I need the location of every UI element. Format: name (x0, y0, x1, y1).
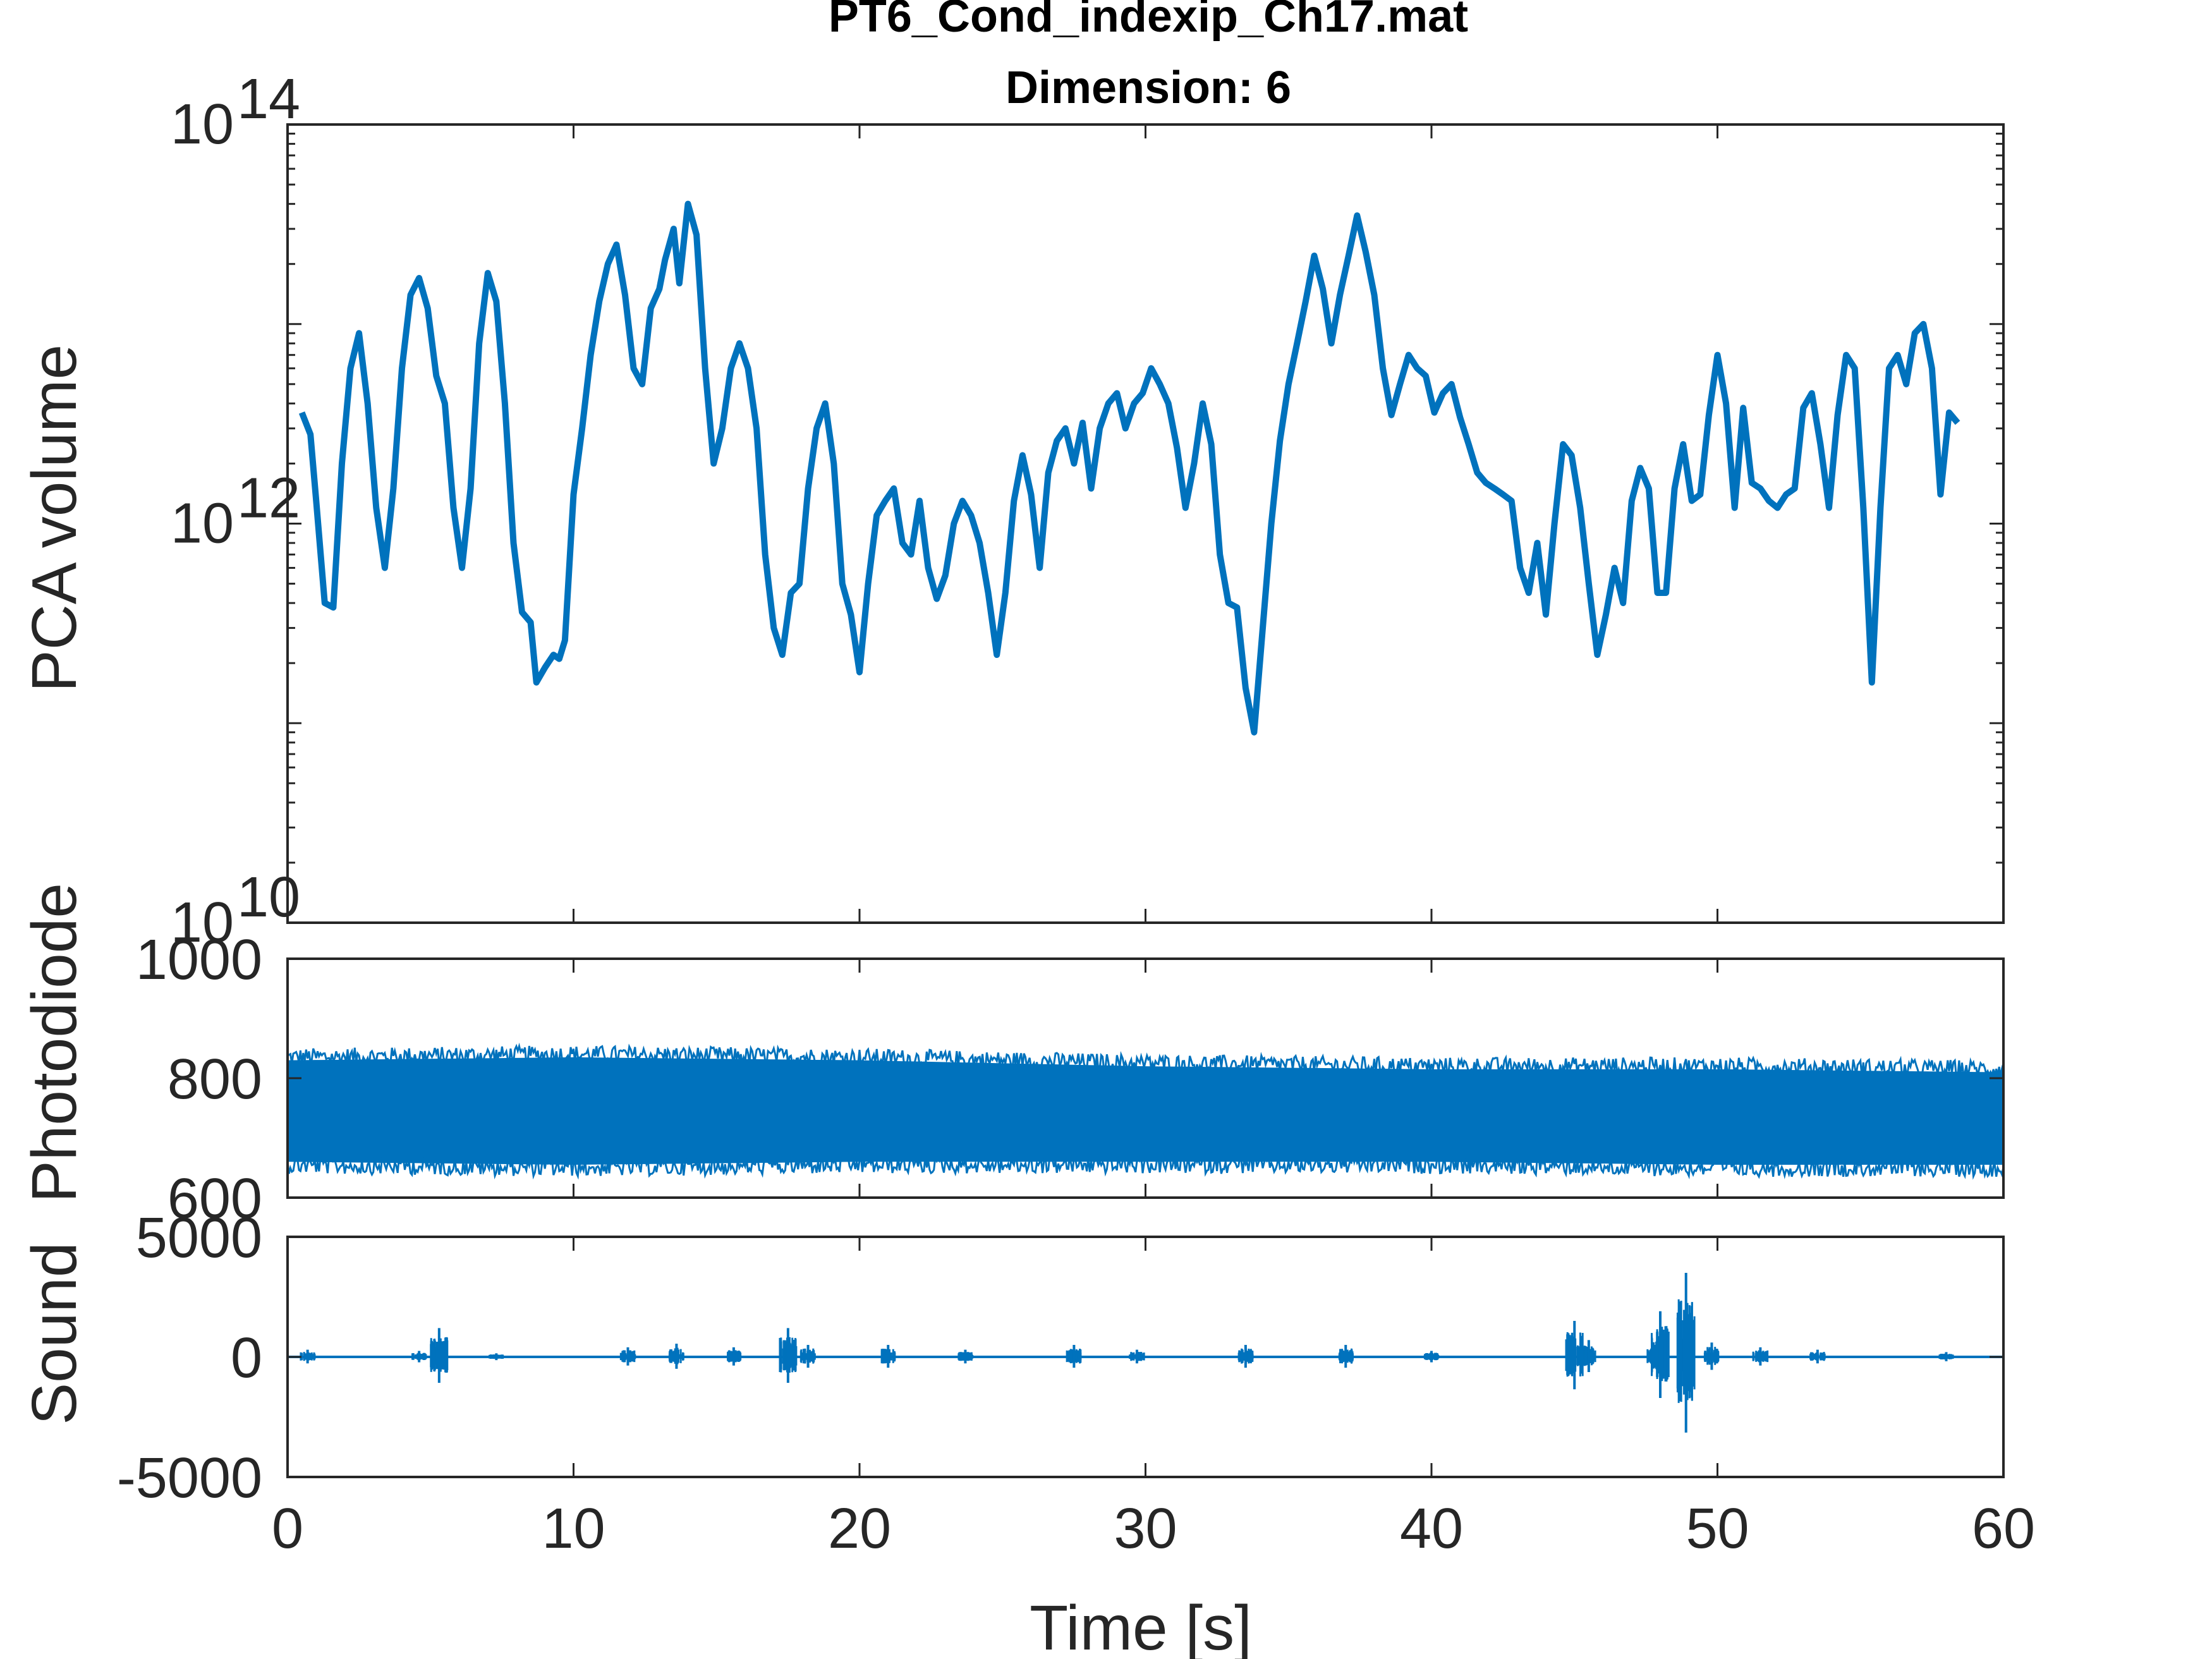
sound-burst (430, 1328, 449, 1383)
pca-ytick-exponent: 12 (237, 467, 300, 530)
x-tick-label: 50 (1686, 1497, 1749, 1560)
sound-burst (779, 1328, 798, 1383)
sound-burst (411, 1351, 427, 1363)
sound-burst (1423, 1351, 1440, 1363)
pca-ylabel: PCA volume (19, 344, 90, 692)
sound-burst (1237, 1345, 1254, 1368)
x-tick-label: 60 (1972, 1497, 2035, 1560)
photodiode-ytick-label: 600 (167, 1167, 262, 1231)
pca-ytick-label: 10 (171, 891, 234, 954)
sound-burst (1338, 1345, 1354, 1368)
sound-burst (300, 1349, 316, 1364)
x-tick-label: 0 (272, 1497, 303, 1560)
pca-data (298, 200, 1960, 736)
pca-ytick-label: 10 (171, 93, 234, 156)
sound-ylabel: Sound (19, 1242, 90, 1425)
sound-burst (1703, 1342, 1720, 1370)
sound-burst (957, 1349, 974, 1364)
sound-burst (1676, 1273, 1696, 1433)
pca-ytick-label: 10 (171, 492, 234, 556)
x-axis-label: Time [s] (1030, 1593, 1252, 1659)
sound-ytick-label: 5000 (136, 1206, 262, 1270)
figure-title: PT6_Cond_indexip_Ch17.mat (829, 0, 1468, 42)
sound-ytick-label: -5000 (117, 1447, 262, 1510)
sound-burst (799, 1345, 816, 1368)
sound-burst (619, 1347, 636, 1366)
sound-burst (489, 1353, 504, 1361)
x-tick-label: 20 (828, 1497, 891, 1560)
photodiode-lower-edge (288, 1152, 2003, 1180)
sound-burst (1752, 1347, 1769, 1366)
pca-ytick-exponent: 10 (237, 866, 300, 929)
sound-burst (668, 1344, 684, 1369)
sound-burst (1938, 1352, 1954, 1361)
photodiode-upper-edge (288, 1042, 2003, 1079)
x-tick-label: 40 (1400, 1497, 1463, 1560)
sound-burst (727, 1347, 742, 1366)
x-tick-label: 30 (1114, 1497, 1177, 1560)
photodiode-plot: 600 800 1000 (136, 928, 2005, 1231)
pca-series-line (298, 200, 1960, 736)
sound-burst (1129, 1349, 1145, 1364)
sound-burst (1809, 1349, 1826, 1364)
photodiode-ylabel: Photodiode (19, 883, 90, 1203)
sound-data (288, 1273, 2003, 1433)
x-tick-label: 10 (542, 1497, 605, 1560)
pca-axes-box (286, 123, 2005, 924)
sound-burst (1581, 1340, 1596, 1372)
sound-ytick-label: 0 (231, 1327, 262, 1390)
figure-subtitle: Dimension: 6 (1006, 63, 1291, 113)
pca-ytick-exponent: 14 (237, 68, 300, 131)
sound-burst (1565, 1321, 1584, 1390)
photodiode-data (288, 1042, 2003, 1180)
sound-burst (1066, 1345, 1082, 1368)
photodiode-band (288, 1057, 2003, 1165)
photodiode-ytick-label: 1000 (136, 928, 262, 992)
photodiode-ytick-label: 800 (167, 1048, 262, 1111)
sound-burst (880, 1345, 896, 1368)
sound-burst (1651, 1311, 1670, 1398)
